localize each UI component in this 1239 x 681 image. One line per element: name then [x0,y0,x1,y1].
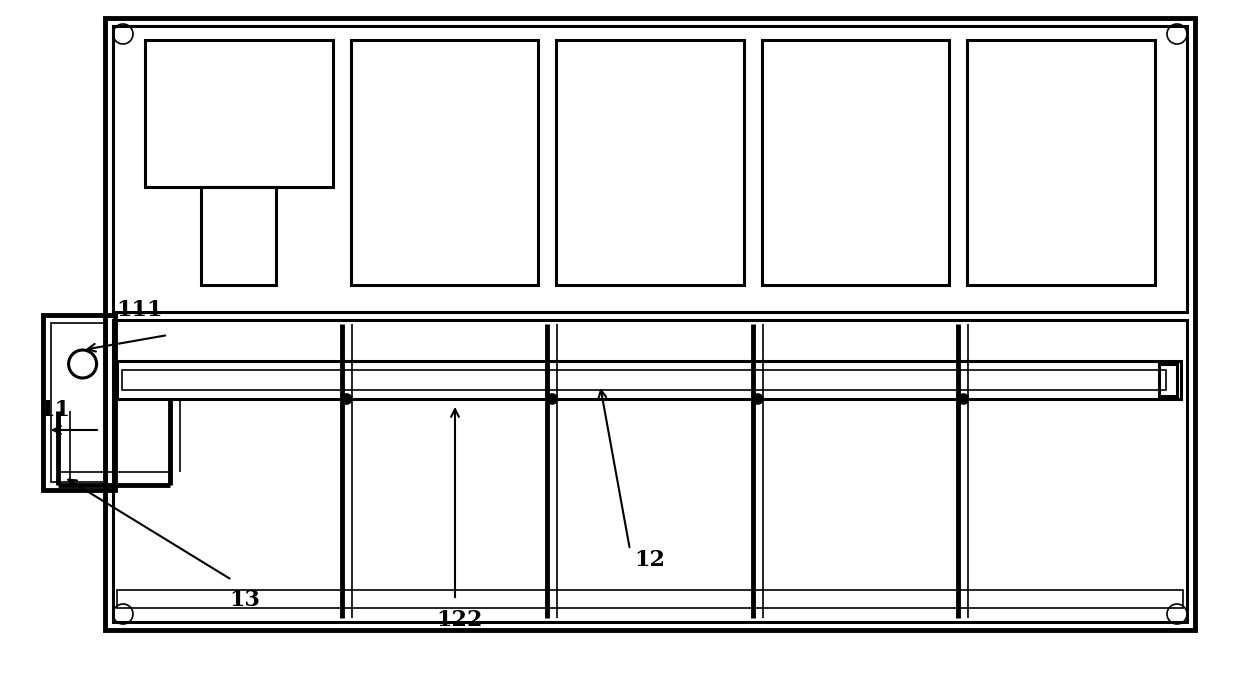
Text: 12: 12 [634,549,665,571]
Circle shape [753,394,763,404]
Bar [116,590,1183,608]
Circle shape [548,394,558,404]
Bar [51,323,107,482]
Bar [116,361,1181,399]
Bar [351,40,538,285]
Bar [201,187,276,285]
Bar [113,320,1187,622]
Bar [968,40,1155,285]
Bar [145,40,332,187]
Text: 122: 122 [437,609,483,631]
Bar [556,40,743,285]
Bar [105,18,1194,630]
Bar [762,40,949,285]
Circle shape [342,394,352,404]
Text: 111: 111 [116,299,164,321]
Text: 11: 11 [40,399,71,421]
Circle shape [959,394,969,404]
Bar [113,26,1187,312]
Text: 13: 13 [229,589,260,611]
Bar [121,370,1166,390]
Bar [43,315,115,490]
Bar [1158,364,1177,396]
